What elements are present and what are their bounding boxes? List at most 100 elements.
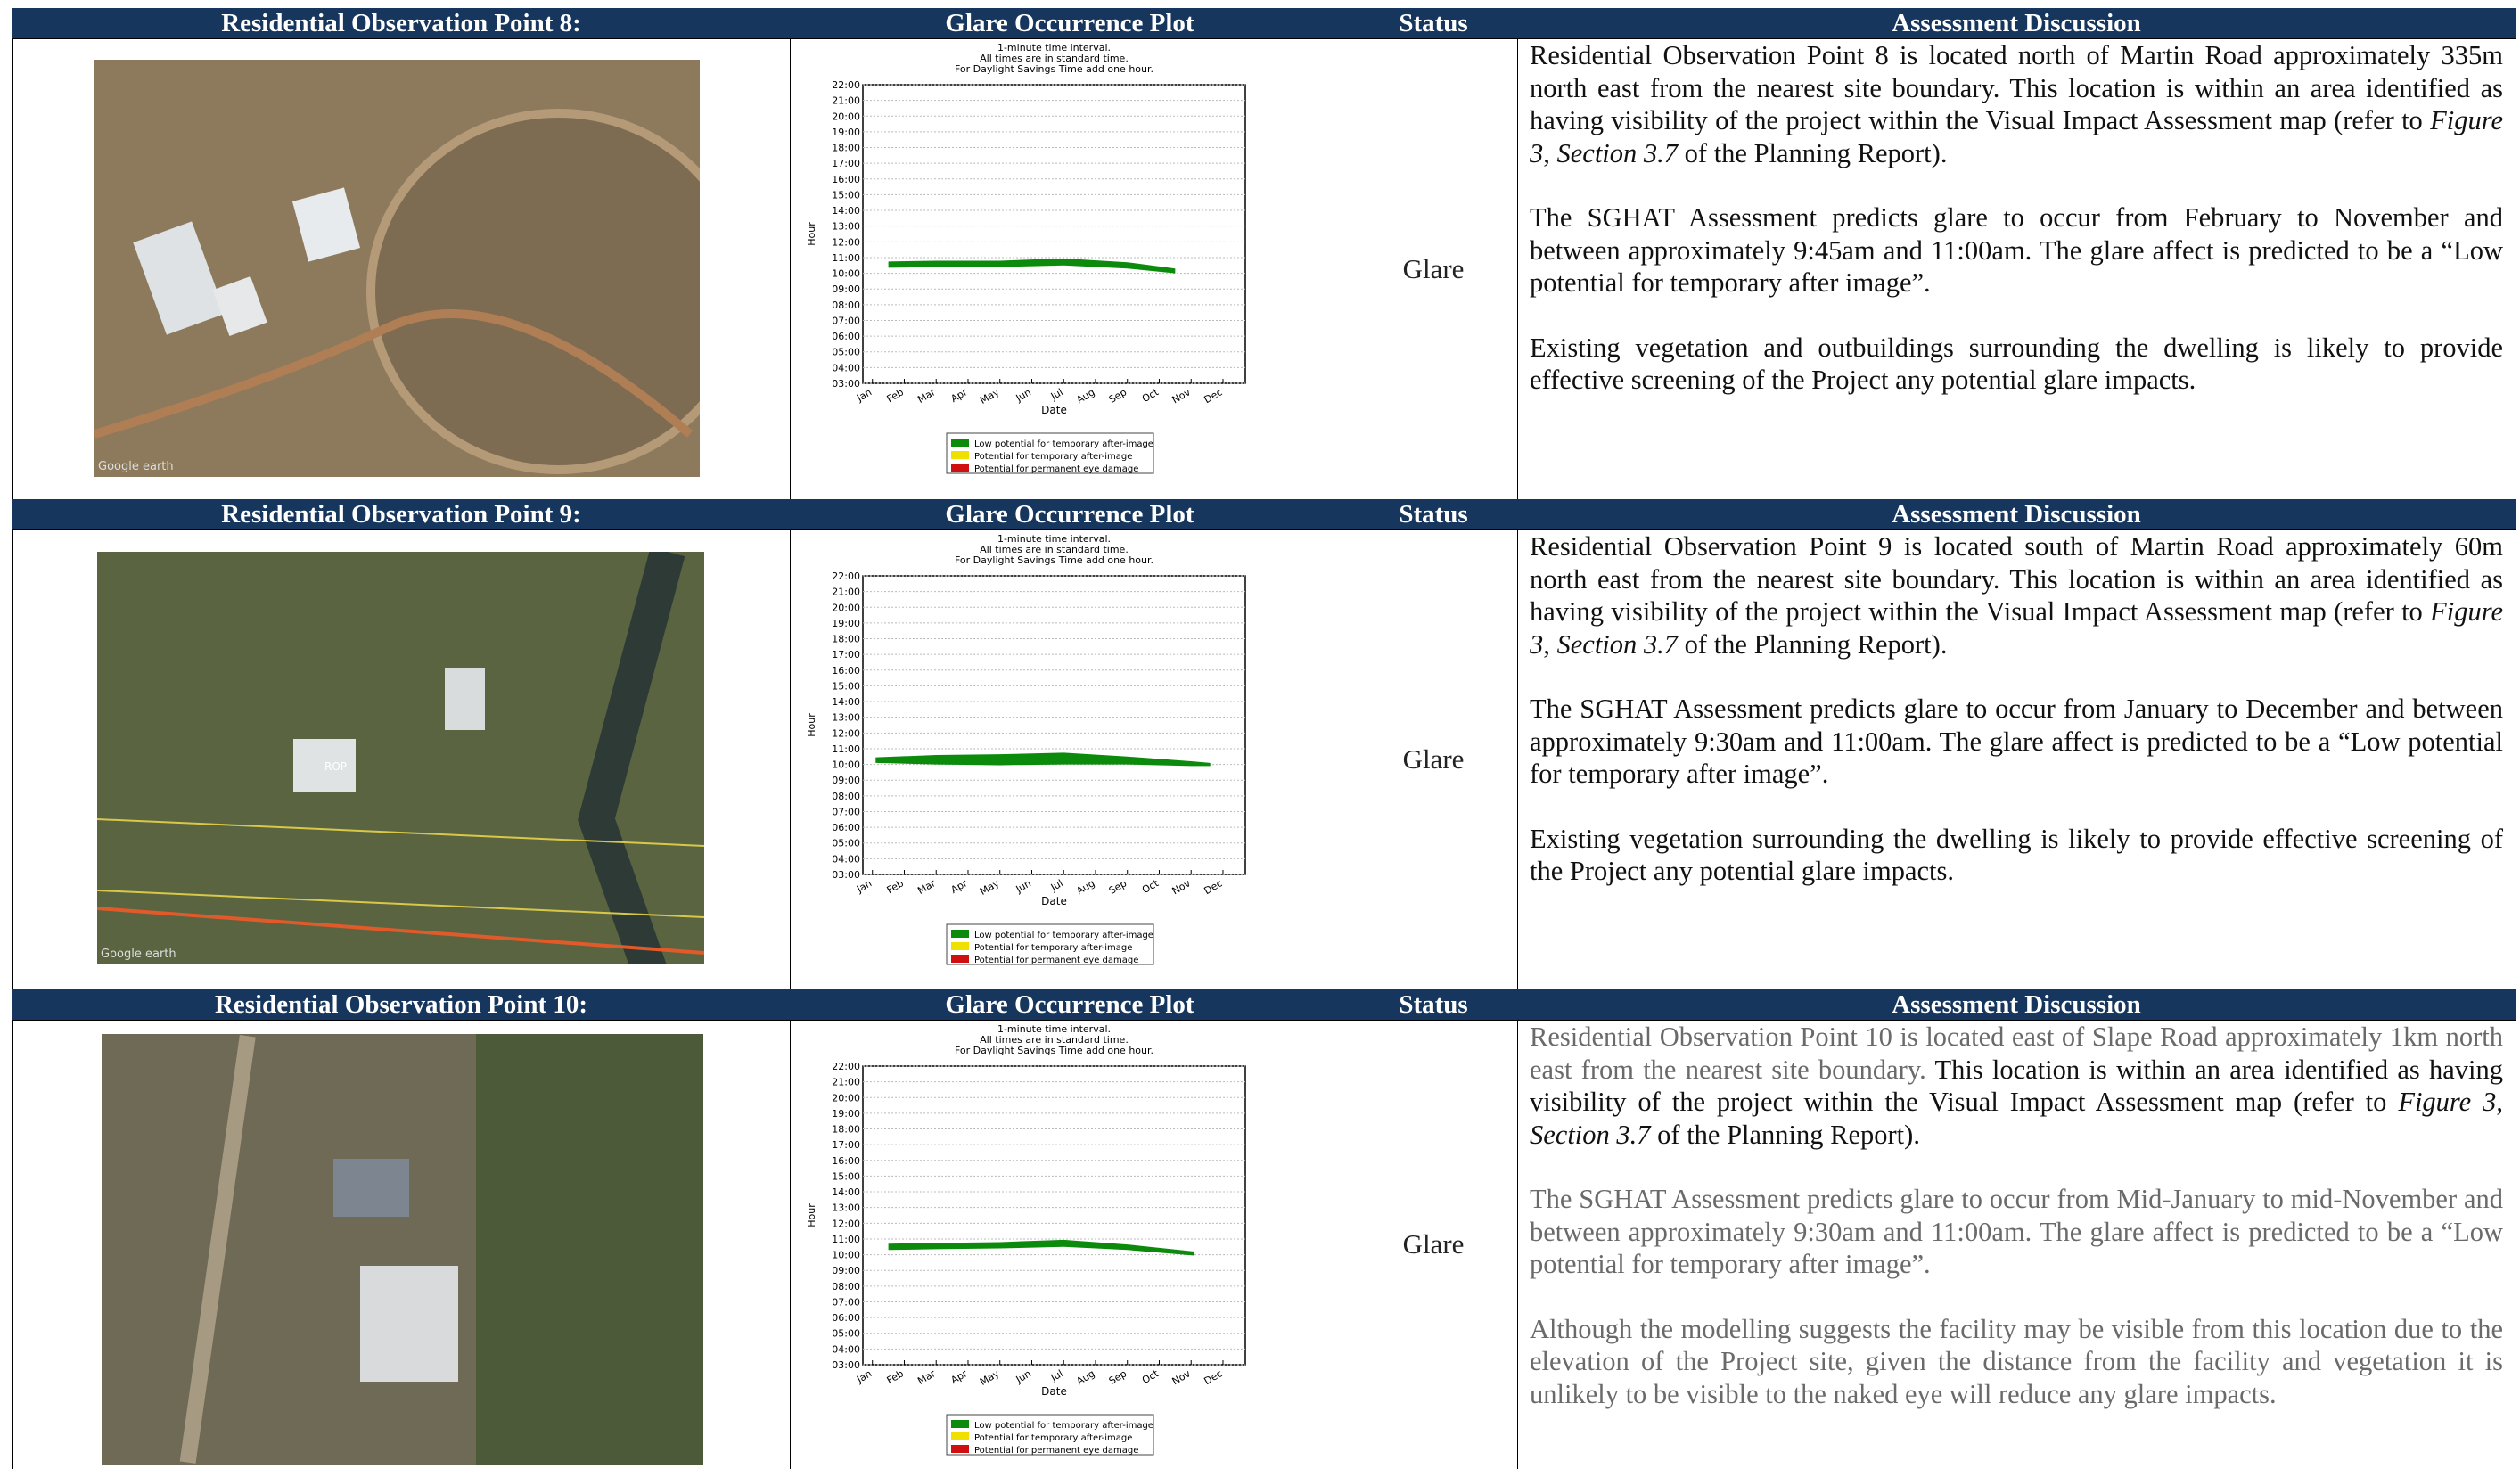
creek bbox=[578, 552, 685, 964]
y-tick-label: 11:00 bbox=[832, 1234, 860, 1245]
y-tick-label: 14:00 bbox=[832, 1186, 860, 1198]
x-tick-label: Nov bbox=[1170, 386, 1194, 406]
glare-plot: 1-minute time interval.All times are in … bbox=[806, 533, 1246, 965]
column-header: Residential Observation Point 8: bbox=[12, 8, 790, 38]
text-run: The SGHAT Assessment predicts glare to o… bbox=[1530, 1184, 2503, 1279]
plot-note: All times are in standard time. bbox=[980, 1034, 1129, 1046]
boundary bbox=[97, 818, 704, 847]
x-tick-label: Jun bbox=[1014, 877, 1033, 895]
plot-note: For Daylight Savings Time add one hour. bbox=[955, 63, 1153, 75]
y-tick-label: 05:00 bbox=[832, 347, 860, 358]
y-tick-label: 20:00 bbox=[832, 1092, 860, 1104]
y-tick-label: 13:00 bbox=[832, 712, 860, 724]
x-tick-label: Feb bbox=[885, 1367, 906, 1386]
orchard bbox=[476, 1034, 703, 1465]
legend-label: Potential for permanent eye damage bbox=[974, 956, 1138, 965]
y-tick-label: 11:00 bbox=[832, 743, 860, 755]
paragraph: Residential Observation Point 8 is locat… bbox=[1530, 39, 2503, 169]
y-tick-label: 19:00 bbox=[832, 618, 860, 629]
y-tick-label: 05:00 bbox=[832, 1328, 860, 1340]
column-header: Assessment Discussion bbox=[1517, 499, 2516, 529]
y-tick-label: 04:00 bbox=[832, 362, 860, 373]
y-tick-label: 09:00 bbox=[832, 775, 860, 786]
y-tick-label: 08:00 bbox=[832, 1281, 860, 1293]
legend-label: Potential for temporary after-image bbox=[974, 1433, 1132, 1443]
y-tick-label: 22:00 bbox=[832, 570, 860, 582]
shed bbox=[360, 1266, 458, 1382]
y-tick-label: 06:00 bbox=[832, 331, 860, 342]
text-run: Existing vegetation and outbuildings sur… bbox=[1530, 332, 2503, 396]
legend-label: Low potential for temporary after-image bbox=[974, 931, 1153, 940]
text-run: This location is within an area identifi… bbox=[1530, 1054, 2503, 1118]
x-tick-label: Mar bbox=[915, 877, 938, 897]
shed bbox=[445, 668, 485, 730]
paragraph: Existing vegetation and outbuildings sur… bbox=[1530, 332, 2503, 397]
x-axis-label: Date bbox=[1041, 895, 1067, 907]
legend-box bbox=[946, 923, 1154, 965]
image-watermark: Google earth bbox=[101, 948, 176, 961]
y-tick-label: 04:00 bbox=[832, 853, 860, 865]
x-tick-label: Oct bbox=[1140, 386, 1161, 405]
paragraph: The SGHAT Assessment predicts glare to o… bbox=[1530, 1183, 2503, 1281]
status: Glare bbox=[1402, 252, 1465, 284]
road bbox=[97, 907, 704, 955]
y-tick-label: 16:00 bbox=[832, 665, 860, 677]
text-run: Figure 3 bbox=[2398, 1087, 2497, 1117]
y-tick-label: 20:00 bbox=[832, 602, 860, 613]
text-run: Section 3.7 bbox=[1556, 137, 1679, 168]
road bbox=[94, 309, 694, 439]
house bbox=[293, 739, 356, 792]
y-tick-label: 14:00 bbox=[832, 205, 860, 217]
boundary bbox=[97, 890, 704, 918]
y-tick-label: 21:00 bbox=[832, 587, 860, 598]
text-run: Residential Observation Point 8 is locat… bbox=[1530, 40, 2503, 135]
y-tick-label: 11:00 bbox=[832, 252, 860, 264]
x-tick-label: Dec bbox=[1203, 877, 1225, 897]
y-tick-label: 19:00 bbox=[832, 127, 860, 138]
plot-note: All times are in standard time. bbox=[980, 53, 1129, 64]
x-tick-label: Dec bbox=[1203, 1367, 1225, 1387]
legend-swatch bbox=[951, 1432, 969, 1440]
x-tick-label: Dec bbox=[1203, 386, 1225, 406]
y-tick-label: 08:00 bbox=[832, 300, 860, 311]
shed bbox=[212, 275, 267, 337]
x-tick-label: Oct bbox=[1140, 877, 1161, 896]
y-tick-label: 20:00 bbox=[832, 111, 860, 122]
column-header: Assessment Discussion bbox=[1517, 989, 2516, 1020]
legend-swatch bbox=[951, 1445, 969, 1453]
plot-note: For Daylight Savings Time add one hour. bbox=[955, 1045, 1153, 1056]
text-run: of the Planning Report). bbox=[1650, 1119, 1920, 1150]
x-tick-label: Feb bbox=[885, 386, 906, 405]
y-tick-label: 22:00 bbox=[832, 79, 860, 91]
text-run: Existing vegetation surrounding the dwel… bbox=[1530, 823, 2503, 887]
y-tick-label: 06:00 bbox=[832, 1312, 860, 1324]
plot-frame bbox=[862, 1065, 1246, 1366]
text-run: , bbox=[1543, 137, 1557, 168]
paragraph: The SGHAT Assessment predicts glare to o… bbox=[1530, 201, 2503, 300]
satellite-image bbox=[102, 1034, 703, 1465]
x-axis-label: Date bbox=[1041, 1385, 1067, 1398]
legend-label: Potential for temporary after-image bbox=[974, 943, 1132, 953]
y-axis-label: Hour bbox=[806, 1203, 817, 1227]
y-tick-label: 03:00 bbox=[832, 1359, 860, 1371]
legend-swatch bbox=[951, 942, 969, 950]
plot-note: For Daylight Savings Time add one hour. bbox=[955, 554, 1153, 566]
plot-frame bbox=[862, 84, 1246, 384]
plot-note: 1-minute time interval. bbox=[997, 1023, 1111, 1035]
x-tick-label: Apr bbox=[948, 877, 969, 896]
paragraph: Existing vegetation surrounding the dwel… bbox=[1530, 823, 2503, 888]
status: Glare bbox=[1402, 1228, 1465, 1260]
y-tick-label: 17:00 bbox=[832, 649, 860, 661]
y-tick-label: 08:00 bbox=[832, 791, 860, 802]
y-tick-label: 10:00 bbox=[832, 759, 860, 771]
house bbox=[291, 187, 361, 262]
x-tick-label: Nov bbox=[1170, 877, 1194, 897]
x-tick-label: Jul bbox=[1048, 877, 1065, 893]
text-run: Figure 3 bbox=[1530, 596, 2503, 660]
y-tick-label: 09:00 bbox=[832, 1265, 860, 1276]
x-tick-label: Jun bbox=[1014, 386, 1033, 404]
x-tick-label: Sep bbox=[1107, 1367, 1129, 1387]
shed bbox=[133, 221, 226, 335]
text-run: The SGHAT Assessment predicts glare to o… bbox=[1530, 202, 2503, 298]
